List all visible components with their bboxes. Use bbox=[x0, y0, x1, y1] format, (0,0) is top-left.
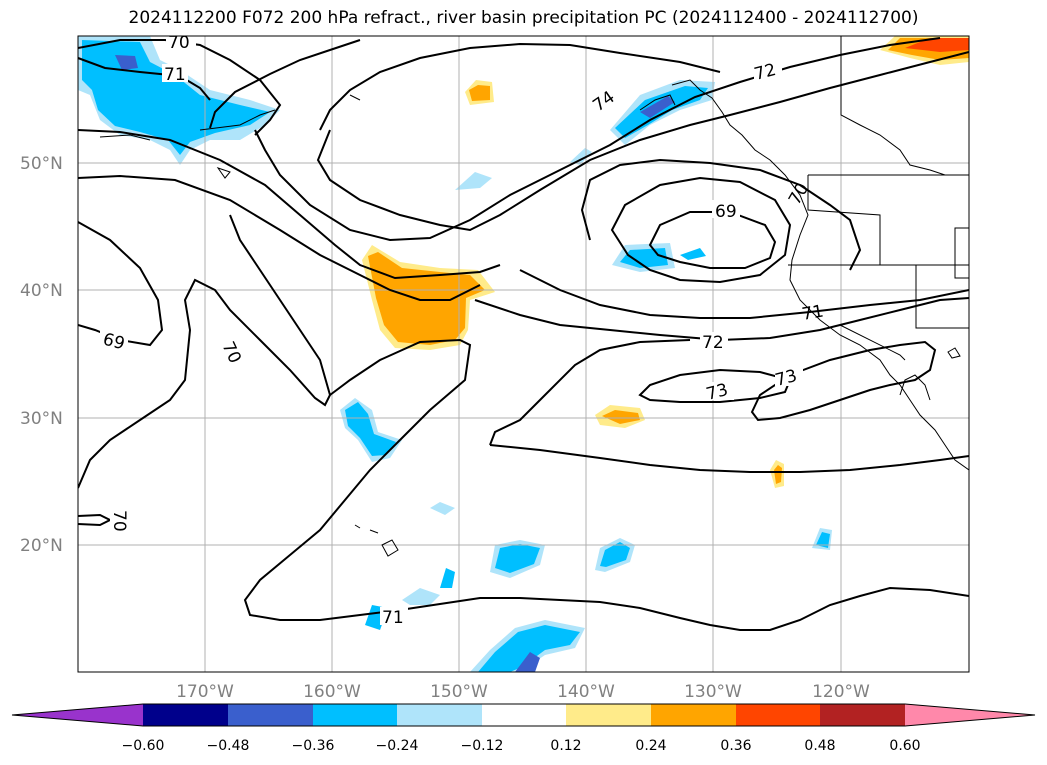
latitude-labels: 50°N 40°N 30°N 20°N bbox=[20, 154, 63, 556]
contour-label: 72 bbox=[702, 333, 724, 353]
precip-area-negative bbox=[600, 542, 630, 567]
lon-label: 160°W bbox=[303, 682, 361, 702]
contour-label: 71 bbox=[164, 65, 186, 85]
lon-label: 150°W bbox=[430, 682, 488, 702]
lon-label: 140°W bbox=[557, 682, 615, 702]
coastlines bbox=[99, 36, 969, 557]
colorbar-bin bbox=[651, 704, 736, 726]
colorbar-bin bbox=[820, 704, 905, 726]
colorbar-tick: −0.36 bbox=[292, 738, 335, 754]
precip-area-negative bbox=[680, 248, 706, 260]
precip-area-positive bbox=[774, 465, 782, 484]
precip-area-negative bbox=[515, 652, 540, 672]
precip-area-positive bbox=[368, 252, 485, 345]
colorbar-tick: −0.48 bbox=[207, 738, 250, 754]
colorbar-bin bbox=[482, 704, 566, 726]
colorbar-tick: −0.60 bbox=[122, 738, 165, 754]
lat-label: 30°N bbox=[20, 409, 63, 429]
contour-label: 69 bbox=[715, 202, 737, 222]
lat-label: 50°N bbox=[20, 154, 63, 174]
lon-label: 130°W bbox=[684, 682, 742, 702]
colorbar-tick: −0.12 bbox=[461, 738, 504, 754]
colorbar-bin bbox=[566, 704, 651, 726]
colorbar-bin bbox=[736, 704, 820, 726]
contour-label: 70 bbox=[168, 33, 190, 53]
lat-label: 40°N bbox=[20, 281, 63, 301]
precip-area-negative bbox=[115, 55, 138, 70]
precip-area-negative bbox=[478, 625, 580, 672]
map-frame bbox=[77, 35, 970, 673]
refractivity-contours bbox=[78, 37, 969, 631]
precip-area-negative bbox=[816, 532, 830, 548]
colorbar-tick: −0.24 bbox=[376, 738, 419, 754]
graticule bbox=[78, 36, 969, 672]
precip-area-negative bbox=[402, 588, 440, 605]
longitude-labels: 170°W 160°W 150°W 140°W 130°W 120°W bbox=[176, 682, 870, 702]
colorbar-bin bbox=[313, 704, 397, 726]
precip-area-negative bbox=[640, 96, 675, 118]
contour-label: 70 bbox=[109, 510, 129, 532]
precip-area-negative bbox=[430, 502, 455, 515]
precip-area-positive bbox=[469, 85, 490, 101]
precip-area-negative bbox=[440, 568, 455, 588]
precip-area-positive bbox=[905, 38, 969, 52]
colorbar-extend-low bbox=[12, 704, 143, 726]
colorbar-bin bbox=[228, 704, 313, 726]
contour-label: 70 bbox=[785, 180, 813, 209]
precip-area-negative bbox=[495, 544, 540, 573]
contour-label: 71 bbox=[800, 301, 825, 324]
colorbar-bin bbox=[397, 704, 482, 726]
map-title: 2024112200 F072 200 hPa refract., river … bbox=[128, 8, 919, 28]
lon-label: 120°W bbox=[812, 682, 870, 702]
colorbar-bin bbox=[143, 704, 228, 726]
lat-label: 20°N bbox=[20, 536, 63, 556]
colorbar: −0.60 −0.48 −0.36 −0.24 −0.12 0.12 0.24 … bbox=[11, 703, 1036, 754]
colorbar-tick: 0.60 bbox=[889, 738, 920, 754]
colorbar-tick: 0.48 bbox=[804, 738, 835, 754]
colorbar-tick: 0.12 bbox=[550, 738, 581, 754]
colorbar-extend-high bbox=[905, 704, 1035, 726]
precip-shading bbox=[78, 36, 969, 672]
contour-label: 71 bbox=[382, 608, 404, 628]
map-panel: 70 71 74 72 69 70 71 72 73 73 69 70 70 7… bbox=[78, 33, 969, 672]
contour-label: 69 bbox=[101, 330, 127, 355]
colorbar-tick: 0.36 bbox=[720, 738, 751, 754]
precip-area-negative bbox=[615, 86, 708, 138]
contour-labels: 70 71 74 72 69 70 71 72 73 73 69 70 70 7… bbox=[100, 33, 825, 628]
precip-area-negative bbox=[455, 172, 492, 190]
colorbar-tick: 0.24 bbox=[635, 738, 666, 754]
precip-area-negative bbox=[345, 402, 396, 456]
contour-label: 74 bbox=[589, 87, 618, 116]
precip-area-positive bbox=[602, 410, 640, 424]
lon-label: 170°W bbox=[176, 682, 234, 702]
